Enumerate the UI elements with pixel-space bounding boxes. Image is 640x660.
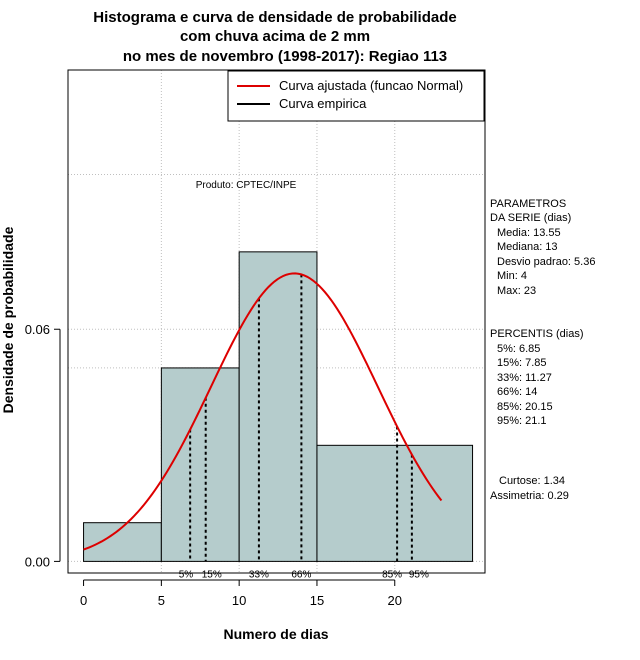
percentiles-heading: PERCENTIS (dias) bbox=[490, 328, 584, 340]
histogram-bar bbox=[316, 444, 474, 562]
percentile-label: 5% bbox=[179, 569, 194, 580]
plot-frame bbox=[67, 69, 486, 574]
parameter-median: Mediana: 13 bbox=[497, 241, 558, 253]
percentile-66: 66%: 14 bbox=[497, 386, 537, 398]
percentile-lines: 5% 15% 33% 66% 85% 95% bbox=[179, 274, 429, 580]
legend-box bbox=[227, 70, 485, 122]
parameter-mean: Media: 13.55 bbox=[497, 227, 561, 239]
x-tick-label: 5 bbox=[158, 593, 165, 608]
stat-skewness: Assimetria: 0.29 bbox=[490, 490, 569, 502]
x-axis-title: Numero de dias bbox=[223, 626, 328, 642]
histogram-bars bbox=[83, 251, 474, 562]
y-tick-label: 0.06 bbox=[25, 322, 50, 337]
percentile-label: 95% bbox=[409, 569, 429, 580]
histogram-bar bbox=[238, 251, 318, 562]
percentile-label: 33% bbox=[249, 569, 269, 580]
chart-title-line-2: com chuva acima de 2 mm bbox=[180, 28, 370, 45]
percentile-33: 33%: 11.27 bbox=[497, 372, 552, 384]
y-axis-title: Densidade de probabilidade bbox=[0, 226, 16, 413]
producer-note: Produto: CPTEC/INPE bbox=[196, 180, 297, 191]
histogram-bar bbox=[83, 522, 162, 562]
x-tick-label: 20 bbox=[388, 593, 402, 608]
percentile-95: 95%: 21.1 bbox=[497, 415, 547, 427]
percentile-15: 15%: 7.85 bbox=[497, 357, 547, 369]
chart-title-line-1: Histograma e curva de densidade de proba… bbox=[93, 9, 456, 26]
x-tick-label: 0 bbox=[80, 593, 87, 608]
percentile-label: 85% bbox=[382, 569, 402, 580]
normal-density-curve bbox=[83, 272, 443, 551]
parameters-heading-1: PARAMETROS bbox=[490, 198, 566, 210]
x-tick-label: 15 bbox=[310, 593, 324, 608]
histogram-bar bbox=[160, 367, 240, 562]
axes: 0 5 10 15 20 0.00 0.06 bbox=[25, 322, 402, 608]
stats-panel: Curtose: 1.34 Assimetria: 0.29 bbox=[490, 475, 569, 502]
y-tick-label: 0.00 bbox=[25, 554, 50, 569]
legend-label-fitted: Curva ajustada (funcao Normal) bbox=[279, 78, 463, 93]
percentiles-panel: PERCENTIS (dias) 5%: 6.85 15%: 7.85 33%:… bbox=[490, 328, 584, 427]
stat-kurtosis: Curtose: 1.34 bbox=[499, 475, 565, 487]
percentile-85: 85%: 20.15 bbox=[497, 401, 553, 413]
parameters-heading-2: DA SERIE (dias) bbox=[490, 212, 571, 224]
percentile-label: 15% bbox=[202, 569, 222, 580]
chart-title-line-3: no mes de novembro (1998-2017): Regiao 1… bbox=[123, 48, 447, 65]
parameter-min: Min: 4 bbox=[497, 270, 527, 282]
percentile-5: 5%: 6.85 bbox=[497, 343, 540, 355]
parameter-sd: Desvio padrao: 5.36 bbox=[497, 256, 595, 268]
legend-label-empirical: Curva empirica bbox=[279, 96, 367, 111]
x-tick-label: 10 bbox=[232, 593, 246, 608]
parameter-max: Max: 23 bbox=[497, 285, 536, 297]
parameters-panel: PARAMETROS DA SERIE (dias) Media: 13.55 … bbox=[490, 198, 595, 297]
legend: Curva ajustada (funcao Normal) Curva emp… bbox=[227, 70, 485, 122]
normal-curve-layer bbox=[83, 272, 443, 551]
percentile-label: 66% bbox=[291, 569, 311, 580]
